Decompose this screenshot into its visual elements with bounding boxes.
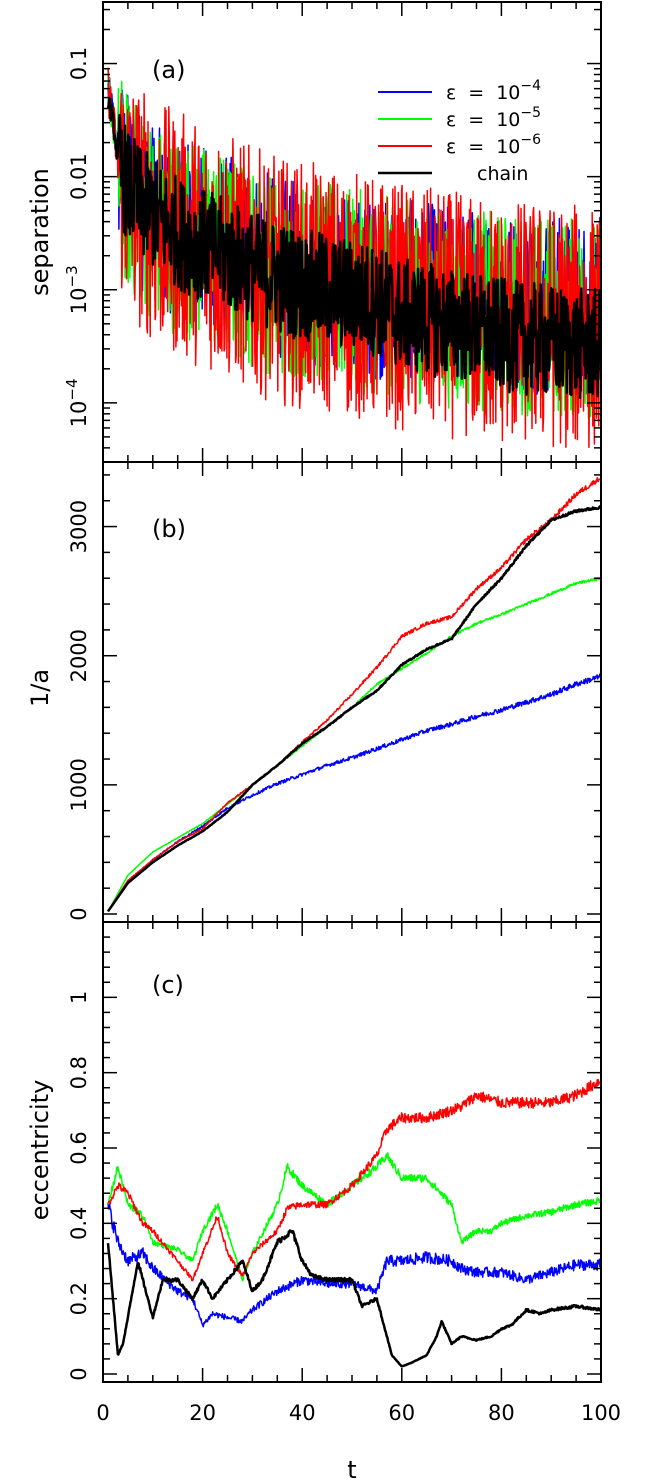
series-line-2-3 xyxy=(106,1229,601,1368)
y-tick-label: 10−4 xyxy=(63,378,91,427)
y-tick-label-exponent: −4 xyxy=(63,378,81,400)
panel-series-group xyxy=(106,1079,601,1368)
series-line-1-2 xyxy=(107,476,601,912)
y-tick-label: 0 xyxy=(67,907,91,920)
y-tick-label: 1000 xyxy=(67,758,91,811)
legend-label: chain xyxy=(477,163,528,185)
y-tick-label-exponent: −3 xyxy=(63,265,81,287)
legend-operator: = xyxy=(468,136,484,158)
legend-label: ε = 10−4 xyxy=(446,78,541,104)
legend-base: 10 xyxy=(496,136,520,158)
y-tick-label: 0.2 xyxy=(67,1282,91,1315)
y-tick-label: 1 xyxy=(67,991,91,1004)
y-tick-label: 0 xyxy=(67,1367,91,1380)
panel-b-ylabel: 1/a xyxy=(26,669,54,707)
legend-operator: = xyxy=(468,109,484,131)
x-tick-label: 20 xyxy=(189,1401,216,1425)
legend-symbol: ε xyxy=(446,136,456,158)
y-tick-label: 3000 xyxy=(67,500,91,553)
y-tick-label: 2000 xyxy=(67,629,91,682)
panel-c-xlabel: t xyxy=(347,1456,356,1484)
x-tick-label: 80 xyxy=(488,1401,515,1425)
legend-label: ε = 10−6 xyxy=(446,132,541,158)
panel-c-ylabel: eccentricity xyxy=(26,1080,54,1221)
legend-base: 10 xyxy=(496,82,520,104)
y-tick-label: 0.4 xyxy=(67,1207,91,1240)
x-tick-label: 40 xyxy=(289,1401,316,1425)
panel-a-label: (a) xyxy=(152,56,185,84)
y-tick-label: 10−3 xyxy=(63,265,91,314)
legend-operator: = xyxy=(468,82,484,104)
panel-c: eccentricity (c) t 0 0.2 0.4 0.6 0.8 1 0 20 40 60… xyxy=(26,921,621,1484)
legend-exponent: −5 xyxy=(520,105,541,121)
y-tick-label: 0.1 xyxy=(67,47,91,80)
series-line-0-3 xyxy=(106,97,601,400)
legend-label: ε = 10−5 xyxy=(446,105,541,131)
x-tick-label: 100 xyxy=(581,1401,621,1425)
panel-series-group xyxy=(106,476,601,913)
legend-exponent: −6 xyxy=(520,132,541,148)
y-tick-label: 0.8 xyxy=(67,1056,91,1089)
series-line-2-2 xyxy=(107,1079,601,1282)
panel-b: 1/a (b) 0 1000 2000 3000 xyxy=(26,461,602,923)
y-tick-label-base: 10 xyxy=(67,401,91,428)
legend-symbol: ε xyxy=(446,109,456,131)
panel-b-label: (b) xyxy=(152,515,186,543)
panel-a-ylabel: separation xyxy=(26,168,54,296)
legend-exponent: −4 xyxy=(520,78,541,94)
x-tick-label: 60 xyxy=(388,1401,415,1425)
series-line-1-3 xyxy=(106,505,601,913)
y-tick-label: 0.01 xyxy=(67,153,91,200)
y-tick-label-base: 10 xyxy=(67,287,91,314)
panel-c-label: (c) xyxy=(152,971,184,999)
legend-symbol: ε xyxy=(446,82,456,104)
series-line-0-2 xyxy=(107,67,601,449)
y-tick-label: 0.6 xyxy=(67,1131,91,1164)
panel-series-group xyxy=(106,67,601,449)
x-tick-label: 0 xyxy=(96,1401,109,1425)
legend-base: 10 xyxy=(496,109,520,131)
